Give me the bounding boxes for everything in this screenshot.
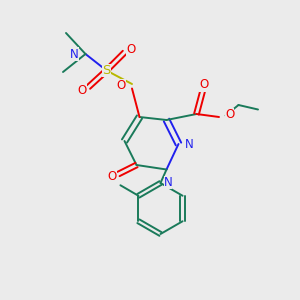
Text: N: N <box>164 176 172 189</box>
Text: S: S <box>102 64 111 77</box>
Text: O: O <box>77 83 86 97</box>
Text: O: O <box>117 79 126 92</box>
Text: O: O <box>225 108 234 121</box>
Text: O: O <box>108 170 117 184</box>
Text: N: N <box>185 137 194 151</box>
Text: O: O <box>127 43 136 56</box>
Text: O: O <box>200 78 208 92</box>
Text: N: N <box>70 47 79 61</box>
